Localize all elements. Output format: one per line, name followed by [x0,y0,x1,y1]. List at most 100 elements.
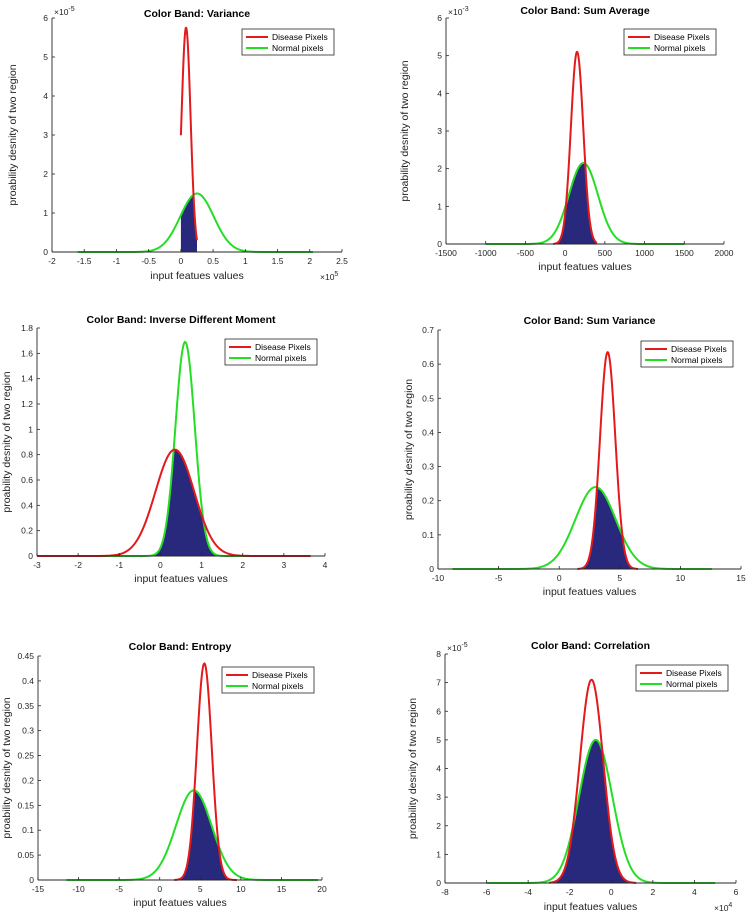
x-tick-label: 4 [692,887,697,897]
legend-label: Normal pixels [252,681,304,691]
legend-box [241,28,335,56]
y-tick-label: 0.45 [17,651,34,661]
y-tick-label: 7 [436,678,441,688]
y-tick-label: 6 [437,13,442,23]
x-tick-label: 5 [198,884,203,894]
x-tick-label: 10 [236,884,246,894]
x-tick-label: -8 [441,887,449,897]
x-axis-label: input featues values [538,261,631,273]
x-axis-label: input featues values [544,901,637,913]
chart-title: Color Band: Inverse Different Moment [86,314,276,326]
x-tick-label: 1.5 [272,256,284,266]
x-tick-label: -5 [495,573,503,583]
x-tick-label: 0 [179,256,184,266]
x-tick-label: -1 [116,560,124,570]
x-tick-label: 15 [736,573,746,583]
x-tick-label: 1000 [635,248,654,258]
legend-label: Disease Pixels [666,668,722,678]
x-tick-label: -1000 [475,248,497,258]
y-tick-label: 5 [437,51,442,61]
x-axis-label: input featues values [133,897,226,909]
chart-title: Color Band: Sum Average [520,5,649,17]
chart-panel-3: -3 -2 -1 0 1 2 3 4 0 0.2 0.4 0.6 0.8 1 1.2 1.4 1.6 1.8 Col… [1,314,328,585]
overlap-area [577,487,638,569]
x-tick-label: -1500 [435,248,457,258]
x-tick-label: 2 [650,887,655,897]
overlap-area [174,790,237,880]
y-axis-label: proability desnity of two region [403,379,415,520]
disease-pixels-curve [179,26,198,241]
chart-title: Color Band: Entropy [129,641,232,653]
x-tick-label: 0 [158,560,163,570]
x-tick-label: -6 [483,887,491,897]
y-tick-label: 0.15 [17,800,34,810]
x-tick-label: -1 [113,256,121,266]
legend-label: Disease Pixels [671,344,727,354]
x-tick-label: -5 [115,884,123,894]
legend-label: Disease Pixels [654,32,710,42]
y-tick-label: 1.2 [21,399,33,409]
x-tick-label: 2.5 [336,256,348,266]
legend-label: Normal pixels [272,43,324,53]
overlap-area [548,739,637,883]
y-tick-label: 8 [436,649,441,659]
y-tick-label: 3 [436,792,441,802]
chart-title: Color Band: Variance [144,8,250,20]
y-tick-label: 1 [43,208,48,218]
x-axis-label: input featues values [134,573,227,585]
x-tick-label: 20 [317,884,327,894]
y-tick-label: 0.2 [422,496,434,506]
x-tick-label: 1 [243,256,248,266]
y-tick-label: 0 [437,239,442,249]
y-tick-label: 1 [436,849,441,859]
x-exponent: ×104 [714,902,732,913]
chart-title: Color Band: Sum Variance [524,315,656,327]
y-tick-label: 0.35 [17,701,34,711]
y-tick-label: 0.3 [422,462,434,472]
y-axis-label: proability desnity of two region [7,64,19,205]
x-tick-label: 1500 [675,248,694,258]
y-tick-label: 0.2 [22,775,34,785]
y-tick-label: 1.6 [21,348,33,358]
y-tick-label: 0 [436,878,441,888]
chart-panel-2: -1500 -1000 -500 0 500 1000 1500 2000 0 1 2 3 4 5 6 Col… [399,5,734,273]
x-tick-label: -10 [432,573,445,583]
legend-label: Disease Pixels [272,32,328,42]
x-tick-label: -2 [74,560,82,570]
x-tick-label: 500 [598,248,612,258]
legend-label: Disease Pixels [252,670,308,680]
y-tick-label: 1 [437,201,442,211]
y-exponent: ×10-5 [447,642,468,653]
legend-label: Normal pixels [654,43,706,53]
x-axis-label: input featues values [150,270,243,282]
y-axis-label: proability desnity of two region [1,371,13,512]
y-tick-label: 3 [43,130,48,140]
legend-box [221,666,315,694]
x-tick-label: -15 [32,884,45,894]
y-tick-label: 0.4 [22,676,34,686]
y-tick-label: 0 [43,247,48,257]
y-tick-label: 1 [28,424,33,434]
x-tick-label: -10 [72,884,85,894]
y-tick-label: 4 [436,764,441,774]
disease-pixels-curve [548,678,637,884]
x-tick-label: 0.5 [207,256,219,266]
chart-title: Color Band: Correlation [531,640,650,652]
chart-panel-1: -2 -1.5 -1 -0.5 0 0.5 1 1.5 2 2.5 0 1 2 3 4 5 6 Color Ban… [7,6,348,282]
y-tick-label: 0.8 [21,450,33,460]
x-tick-label: 0 [157,884,162,894]
y-tick-label: 0 [429,564,434,574]
chart-panel-6: -8 -6 -4 -2 0 2 4 6 0 1 2 3 4 5 6 7 8 Color Band: Correla… [407,640,739,913]
y-exponent: ×10-5 [54,6,75,17]
y-axis-label: proability desnity of two region [407,698,419,839]
y-tick-label: 5 [43,52,48,62]
y-tick-label: 0.7 [422,325,434,335]
x-tick-label: -4 [524,887,532,897]
y-tick-label: 3 [437,126,442,136]
y-tick-label: 4 [437,88,442,98]
